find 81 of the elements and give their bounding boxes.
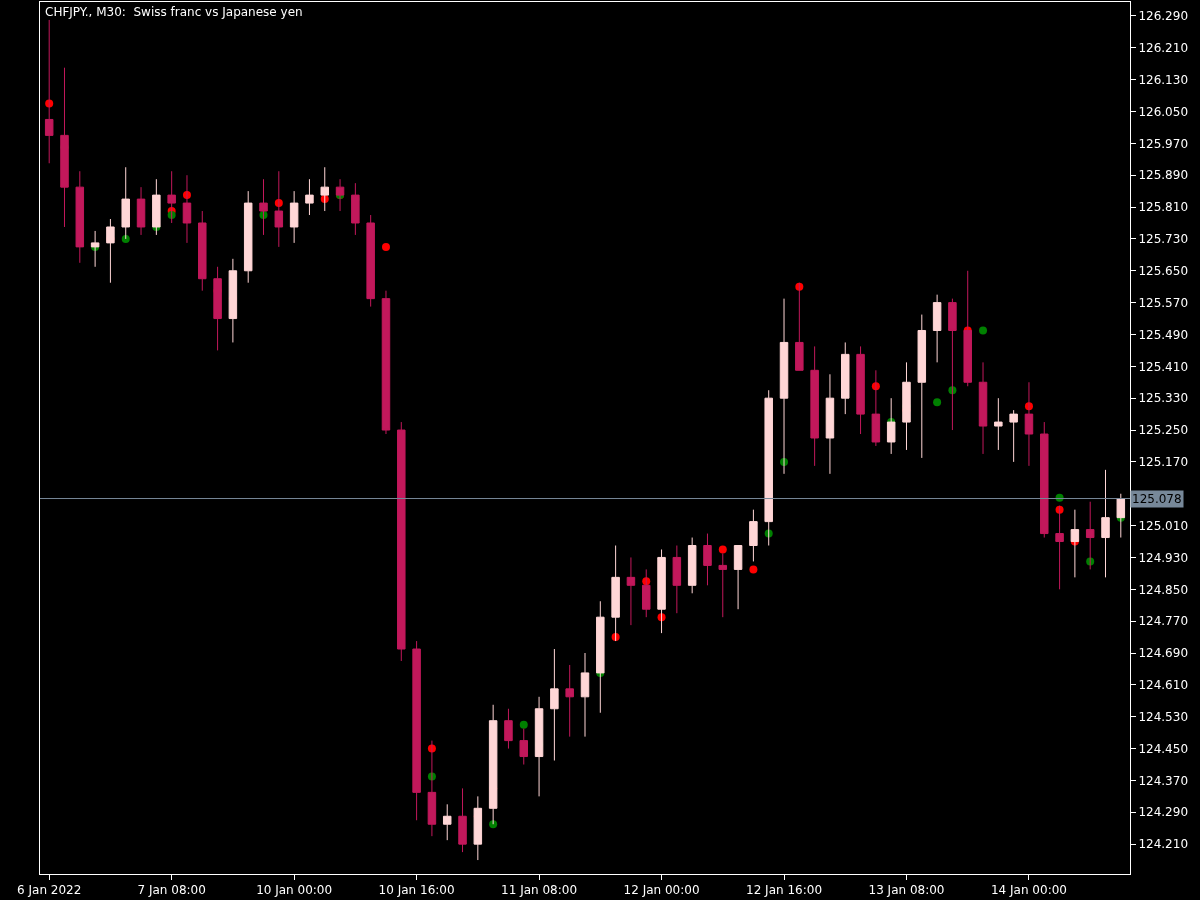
candlestick (550, 648, 559, 762)
candlestick (687, 537, 697, 594)
candlestick (994, 397, 1003, 451)
candlestick (305, 178, 314, 216)
x-tick-label: 13 Jan 08:00 (868, 883, 945, 898)
y-tick-label: 124.450 (1138, 741, 1189, 756)
point (749, 565, 758, 574)
y-tick-label: 125.250 (1138, 423, 1189, 438)
y-tick-label: 125.170 (1138, 455, 1189, 470)
point (718, 545, 727, 554)
candlestick (121, 166, 130, 240)
point (121, 234, 130, 243)
candlestick (335, 178, 345, 212)
y-tick-label: 126.050 (1138, 104, 1189, 119)
candlestick (672, 545, 682, 614)
candlestick (289, 190, 299, 244)
y-tick-label: 124.930 (1138, 550, 1189, 565)
candlestick (841, 341, 850, 415)
candlestick (412, 640, 421, 821)
x-tick-label: 14 Jan 00:00 (990, 883, 1067, 898)
candlestick (810, 345, 819, 467)
candlestick (978, 361, 988, 455)
point (381, 242, 390, 251)
y-tick-label: 126.130 (1138, 72, 1189, 87)
candlestick (580, 652, 590, 738)
y-tick-label: 125.650 (1138, 263, 1189, 278)
y-tick-label: 126.210 (1138, 40, 1189, 55)
chart-title: CHFJPY., M30: Swiss franc vs Japanese yen (45, 5, 303, 19)
y-tick-label: 124.530 (1138, 709, 1189, 724)
y-tick-label: 125.970 (1138, 136, 1189, 151)
y-tick-label: 125.410 (1138, 359, 1189, 374)
candlestick (397, 421, 406, 662)
y-tick-label: 125.730 (1138, 232, 1189, 247)
y-tick-label: 124.770 (1138, 614, 1189, 629)
x-tick-label: 11 Jan 08:00 (501, 883, 578, 898)
x-tick-label: 12 Jan 16:00 (746, 883, 823, 898)
candlestick (75, 170, 85, 264)
candlestick (749, 509, 758, 562)
candlestick (733, 545, 743, 610)
y-tick-label: 124.690 (1138, 646, 1189, 661)
point (519, 720, 528, 729)
y-tick-label: 125.810 (1138, 200, 1189, 215)
point (933, 398, 942, 407)
candlestick (243, 190, 253, 284)
candlestick (1101, 469, 1110, 578)
y-tick-label: 126.290 (1138, 9, 1189, 24)
candlestick (274, 170, 284, 248)
candlestick (917, 314, 927, 459)
candlestick (198, 210, 207, 292)
y-tick-label: 124.610 (1138, 678, 1189, 693)
candlestick (136, 186, 146, 236)
y-tick-label: 125.010 (1138, 518, 1189, 533)
candlestick (366, 214, 375, 308)
candlestick (932, 294, 942, 363)
y-tick-label: 124.850 (1138, 582, 1189, 597)
point (979, 326, 988, 335)
x-tick-label: 10 Jan 00:00 (256, 883, 333, 898)
candlestick (611, 545, 620, 642)
candlestick (1009, 409, 1018, 463)
candlestick (504, 708, 513, 750)
point (489, 820, 498, 829)
x-tick-label: 12 Jan 00:00 (623, 883, 700, 898)
ref-line-label: 125.078 (1132, 492, 1182, 506)
y-tick-label: 124.210 (1138, 837, 1189, 852)
y-tick-label: 125.330 (1138, 391, 1189, 406)
y-tick-label: 125.570 (1138, 295, 1189, 310)
candlestick (458, 787, 467, 853)
candlestick (1040, 421, 1049, 539)
x-tick-label: 10 Jan 16:00 (378, 883, 455, 898)
candlestick (442, 803, 452, 841)
y-tick-label: 125.490 (1138, 327, 1189, 342)
candlestick (519, 728, 529, 765)
x-tick-label: 7 Jan 08:00 (137, 883, 206, 898)
candlestick (565, 664, 574, 738)
y-tick-label: 125.890 (1138, 168, 1189, 183)
x-tick-label: 6 Jan 2022 (17, 883, 82, 898)
y-tick-label: 124.290 (1138, 805, 1189, 820)
candlestick (381, 290, 391, 435)
y-tick-label: 124.370 (1138, 773, 1189, 788)
candlestick (626, 556, 636, 626)
candlestick (856, 345, 865, 435)
